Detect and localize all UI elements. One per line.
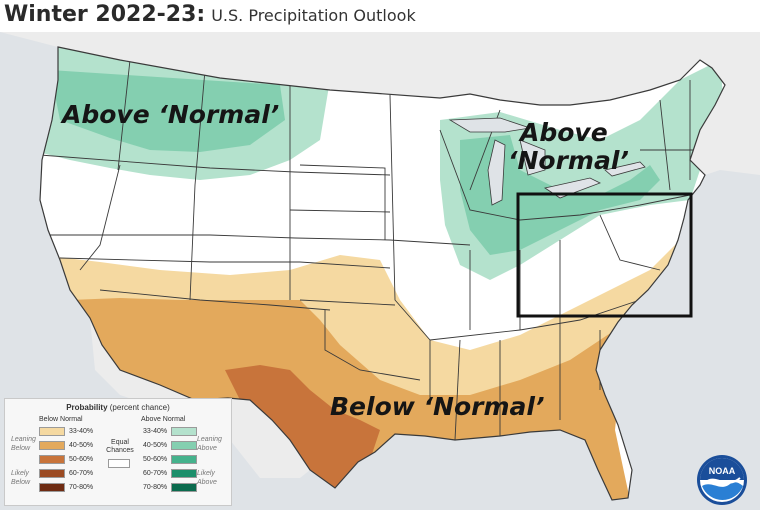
- legend-above-row: 60-70%: [143, 469, 198, 478]
- legend-likely-below: Likely Below: [11, 470, 31, 486]
- legend-above-row: 40-50%: [143, 441, 198, 450]
- noaa-logo-icon: NOAA: [697, 455, 747, 505]
- legend-below-row: 50-60%: [39, 455, 93, 464]
- legend-leaning-below: Leaning Below: [11, 436, 36, 452]
- legend-below-row: 60-70%: [39, 469, 93, 478]
- legend-below-swatch-0: [39, 427, 65, 436]
- label-above-west: Above ‘Normal’: [62, 100, 280, 129]
- legend-below-row: 70-80%: [39, 483, 93, 492]
- legend-leaning-above: Leaning Above: [197, 436, 222, 452]
- label-above-east-line1: Above: [520, 118, 608, 147]
- legend-likely-above: Likely Above: [197, 470, 217, 486]
- map-svg: [0, 32, 760, 501]
- legend: Probability (percent chance) Below Norma…: [4, 398, 232, 506]
- legend-above-row: 70-80%: [143, 483, 198, 492]
- label-below-south: Below ‘Normal’: [330, 392, 545, 421]
- legend-equal-chances: Equal Chances: [106, 439, 134, 454]
- legend-below-header: Below Normal: [39, 416, 83, 423]
- legend-above-swatch-3: [171, 469, 198, 478]
- legend-above-swatch-2: [171, 455, 198, 464]
- legend-above-row: 50-60%: [143, 455, 198, 464]
- title-subtitle: U.S. Precipitation Outlook: [211, 6, 416, 25]
- title-main: Winter 2022-23:: [4, 2, 206, 27]
- legend-below-row: 33-40%: [39, 427, 93, 436]
- legend-above-swatch-1: [171, 441, 198, 450]
- legend-below-swatch-4: [39, 483, 65, 492]
- legend-below-swatch-2: [39, 455, 65, 464]
- label-above-east-line2: ‘Normal’: [508, 146, 629, 175]
- legend-above-row: 33-40%: [143, 427, 198, 436]
- legend-below-swatch-3: [39, 469, 65, 478]
- legend-above-swatch-0: [171, 427, 198, 436]
- legend-below-row: 40-50%: [39, 441, 93, 450]
- legend-below-swatch-1: [39, 441, 65, 450]
- legend-equal-swatch: [108, 459, 130, 468]
- precipitation-map: [0, 32, 760, 510]
- legend-title: Probability (percent chance): [66, 403, 170, 412]
- noaa-logo-text: NOAA: [709, 466, 736, 476]
- legend-above-header: Above Normal: [141, 416, 186, 423]
- highlight-box: [516, 192, 693, 318]
- legend-above-swatch-4: [171, 483, 198, 492]
- page-title: Winter 2022-23: U.S. Precipitation Outlo…: [4, 2, 416, 32]
